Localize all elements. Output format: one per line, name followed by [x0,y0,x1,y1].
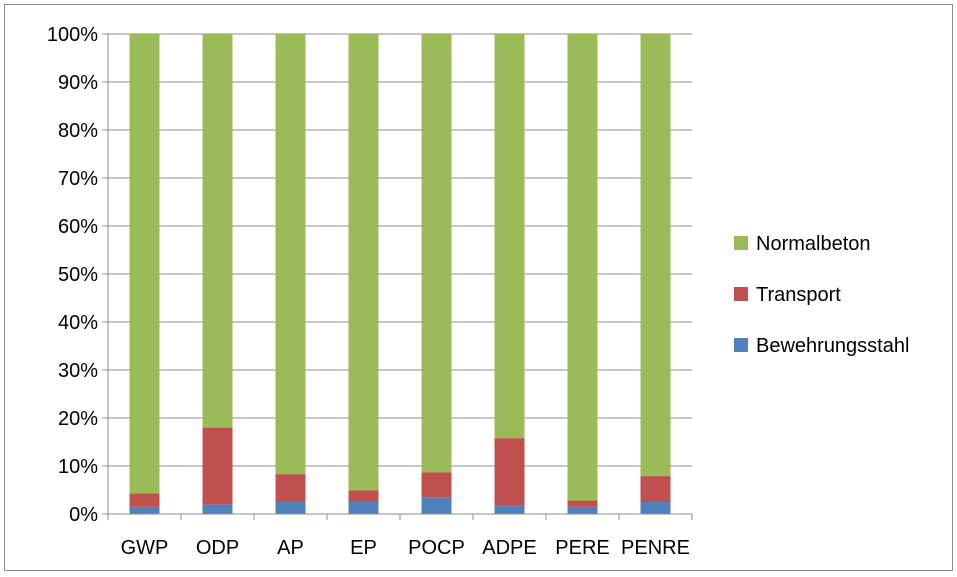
bar-segment-bewehrungsstahl-ep [348,502,379,514]
y-tick-label: 50% [58,264,98,286]
y-tick-label: 10% [58,456,98,478]
x-tick-label: ADPE [482,537,536,559]
bar-segment-transport-odp [202,427,233,505]
bar-segment-normalbeton-pocp [421,34,452,473]
bar-segment-transport-penre [640,476,671,502]
bar-segment-bewehrungsstahl-ap [275,502,306,514]
x-tick-label: GWP [121,537,169,559]
bar-segment-bewehrungsstahl-penre [640,502,671,514]
chart-frame: 0% 10% 20% 30% 40% 50% 60% 70% 80% 90% 100% GWP ODP A… [4,4,953,571]
y-tick-label: 20% [58,408,98,430]
bar-segment-normalbeton-adpe [494,34,525,439]
bar-segment-transport-pocp [421,472,452,498]
y-tick-label: 0% [69,504,98,526]
y-tick-label: 90% [58,72,98,94]
y-tick-label: 70% [58,168,98,190]
axes-layer [102,33,693,520]
stacked-bar-chart: 0% 10% 20% 30% 40% 50% 60% 70% 80% 90% 100% GWP ODP A… [47,24,910,559]
bar-segment-transport-ep [348,490,379,502]
bar-segment-normalbeton-gwp [129,34,160,494]
x-tick-label: ODP [196,537,239,559]
legend-swatch-transport [734,287,748,301]
x-tick-label: EP [350,537,377,559]
bar-segment-transport-pere [567,500,598,507]
bar-segment-transport-ap [275,474,306,502]
bar-segment-normalbeton-ap [275,34,306,475]
labels-layer: 0% 10% 20% 30% 40% 50% 60% 70% 80% 90% 100% GWP ODP A… [47,24,690,559]
bar-segment-transport-adpe [494,438,525,506]
bar-segment-bewehrungsstahl-pocp [421,497,452,514]
x-tick-label: PENRE [621,537,690,559]
bar-segment-bewehrungsstahl-odp [202,504,233,514]
legend: Normalbeton Transport Bewehrungsstahl [734,233,909,357]
bars-layer [129,34,671,514]
legend-swatch-normalbeton [734,236,748,250]
legend-label-bewehrungsstahl: Bewehrungsstahl [756,335,909,357]
y-tick-label: 60% [58,216,98,238]
grid-layer [108,33,692,467]
bar-segment-bewehrungsstahl-pere [567,506,598,514]
legend-label-normalbeton: Normalbeton [756,233,871,255]
y-tick-label: 30% [58,360,98,382]
y-tick-label: 80% [58,120,98,142]
bar-segment-bewehrungsstahl-gwp [129,506,160,514]
bar-segment-transport-gwp [129,493,160,507]
y-tick-label: 100% [47,24,98,46]
legend-label-transport: Transport [756,284,841,306]
x-tick-label: POCP [408,537,465,559]
x-tick-label: PERE [555,537,609,559]
x-tick-label: AP [277,537,304,559]
bar-segment-normalbeton-pere [567,34,598,501]
legend-swatch-bewehrungsstahl [734,338,748,352]
bar-segment-normalbeton-odp [202,34,233,428]
bar-segment-bewehrungsstahl-adpe [494,505,525,514]
y-tick-label: 40% [58,312,98,334]
bar-segment-normalbeton-ep [348,34,379,491]
bar-segment-normalbeton-penre [640,34,671,477]
